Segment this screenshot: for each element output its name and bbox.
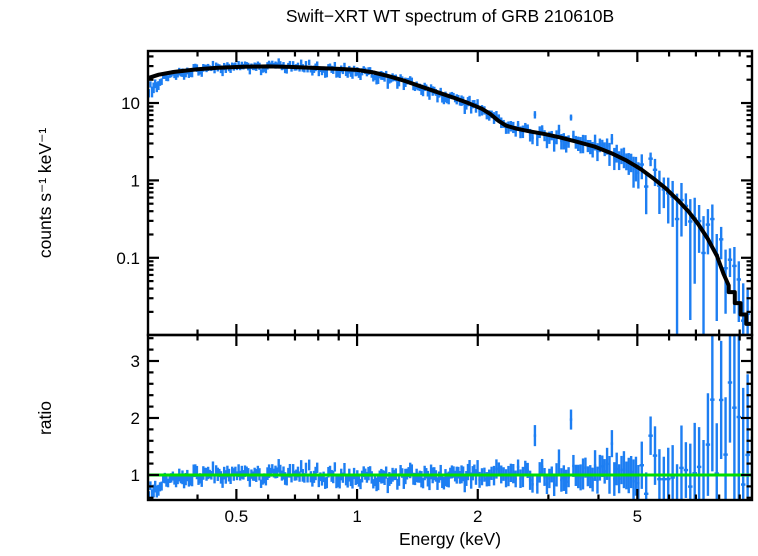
spectrum-y-tick-label: 10 [121,94,140,113]
ratio-y-tick-label: 3 [131,352,140,371]
spectrum-y-tick-label: 0.1 [116,249,140,268]
x-tick-label: 2 [473,507,482,526]
ratio-y-tick-label: 1 [131,466,140,485]
panel-frames [146,49,754,502]
spectrum-data-points [148,58,752,335]
ratio-y-tick-label: 2 [131,409,140,428]
x-tick-label: 5 [633,507,642,526]
model-curve [148,64,752,326]
x-tick-label: 0.5 [225,507,249,526]
x-axis-label: Energy (keV) [398,529,502,549]
axis-ticks [148,51,752,500]
tick-labels: 0.5 1 2 5 10 1 0.1 1 2 3 [116,94,642,526]
figure-title: Swift−XRT WT spectrum of GRB 210610B [285,6,615,26]
spectrum-y-tick-label: 1 [131,171,140,190]
x-tick-label: 1 [352,507,361,526]
